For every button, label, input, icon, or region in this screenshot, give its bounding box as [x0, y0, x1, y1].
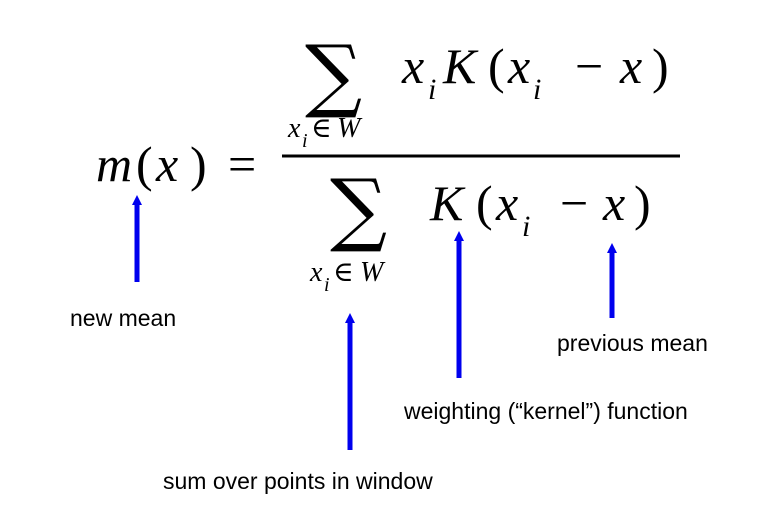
denominator-sub-index: i	[324, 274, 330, 296]
lhs-open-paren: (	[136, 136, 153, 192]
formula-denominator: ∑ x i ∈ W K ( x i − x )	[309, 162, 651, 296]
denominator-sub-set: W	[360, 257, 386, 288]
annotation-labels: new mean previous mean weighting (“kerne…	[70, 305, 708, 494]
numerator-arg-mean: x	[619, 38, 642, 94]
denominator-open-paren: (	[476, 175, 493, 231]
numerator-close-paren: )	[652, 38, 669, 94]
numerator-minus: −	[575, 38, 603, 94]
numerator-sum-symbol: ∑	[305, 28, 362, 121]
lhs-close-paren: )	[190, 136, 207, 192]
numerator-sub-index: i	[302, 130, 308, 152]
numerator-arg-x: x	[507, 38, 530, 94]
denominator-arg-mean: x	[602, 175, 625, 231]
numerator-arg-x-index: i	[533, 73, 541, 106]
lhs-equals: =	[228, 136, 256, 192]
denominator-minus: −	[560, 175, 588, 231]
label-previous-mean: previous mean	[557, 330, 708, 356]
annotation-arrows	[132, 195, 617, 450]
numerator-sub-in: ∈	[311, 113, 332, 144]
label-new-mean: new mean	[70, 305, 176, 331]
denominator-arg-x: x	[495, 175, 518, 231]
denominator-sub-var: x	[309, 257, 323, 288]
numerator-open-paren: (	[488, 38, 505, 94]
lhs-var-x: x	[155, 136, 178, 192]
denominator-arg-x-index: i	[522, 210, 530, 243]
denominator-sub-in: ∈	[333, 257, 354, 288]
denominator-close-paren: )	[634, 175, 651, 231]
numerator-term-x: x	[401, 38, 424, 94]
label-sum-window: sum over points in window	[163, 468, 433, 494]
numerator-term-x-index: i	[428, 73, 436, 106]
numerator-sub-var: x	[287, 113, 301, 144]
denominator-kernel-K: K	[429, 175, 466, 231]
numerator-sub-set: W	[337, 113, 363, 144]
label-kernel-function: weighting (“kernel”) function	[403, 398, 688, 424]
lhs-func-m: m	[96, 136, 132, 192]
formula-lhs: m ( x ) =	[96, 136, 256, 192]
numerator-kernel-K: K	[442, 38, 479, 94]
formula-numerator: ∑ x i ∈ W x i K ( x i − x )	[287, 28, 669, 152]
denominator-sum-symbol: ∑	[330, 162, 387, 255]
